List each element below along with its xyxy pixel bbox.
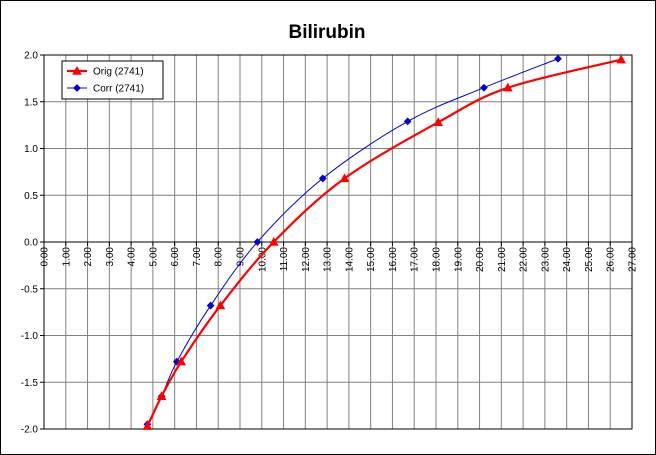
series-layer (142, 54, 626, 430)
x-tick-label: 6.00 (170, 247, 181, 267)
legend-label-0: Orig (2741) (93, 67, 144, 78)
y-tick-label: 0.5 (24, 191, 38, 202)
y-axis-ticks: 2.0 1.5 1.0 0.5 0.0 -0.5 -1.0 -1.5 -2.0 (21, 51, 44, 436)
data-point-1 (253, 238, 262, 246)
data-point-0 (268, 236, 279, 246)
x-tick-label: 2.00 (83, 247, 94, 267)
x-tick-label: 14.00 (344, 247, 355, 272)
x-tick-label: 27.00 (628, 247, 639, 272)
data-point-0 (215, 300, 226, 310)
x-tick-label: 12.00 (301, 247, 312, 272)
data-point-0 (433, 117, 444, 127)
x-tick-label: 7.00 (192, 247, 203, 267)
x-tick-label: 19.00 (453, 247, 464, 272)
x-tick-label: 11.00 (279, 247, 290, 272)
y-tick-label: 2.0 (24, 51, 38, 62)
x-tick-label: 22.00 (519, 247, 530, 272)
x-tick-label: 5.00 (148, 247, 159, 267)
data-point-0 (339, 173, 350, 183)
legend-marker-1 (73, 84, 81, 92)
data-point-1 (554, 54, 562, 63)
x-tick-label: 25.00 (584, 247, 595, 272)
x-tick-label: 20.00 (475, 247, 486, 272)
y-tick-label: 0.0 (24, 238, 38, 249)
legend-box (61, 60, 164, 100)
x-tick-label: 10.00 (257, 247, 268, 272)
y-tick-label: 1.0 (24, 144, 38, 155)
x-tick-label: 17.00 (410, 247, 421, 272)
x-axis: 0.00 1.00 2.00 3.00 4.00 5.00 6.00 7.00 8.00 9.00… (40, 241, 639, 272)
series-line-0 (146, 58, 622, 427)
data-point-1 (480, 83, 488, 92)
x-tick-label: 21.00 (497, 247, 508, 272)
x-tick-label: 8.00 (214, 247, 225, 267)
y-tick-label: -2.0 (21, 425, 39, 436)
x-tick-label: 15.00 (366, 247, 377, 272)
legend: Orig (2741) Corr (2741) (61, 60, 164, 100)
chart-title: Bilirubin (288, 22, 365, 43)
y-tick-label: -0.5 (21, 284, 39, 295)
x-tick-label: 24.00 (562, 247, 573, 272)
y-tick-label: 1.5 (24, 97, 38, 108)
data-point-0 (142, 421, 153, 430)
x-tick-label: 1.00 (61, 247, 72, 267)
y-tick-label: -1.5 (21, 378, 39, 389)
data-point-0 (616, 54, 626, 64)
x-tick-label: 3.00 (105, 247, 116, 267)
series-line-1 (146, 58, 559, 425)
data-point-0 (503, 82, 513, 92)
legend-marker-0 (72, 65, 82, 75)
x-tick-label: 18.00 (432, 247, 443, 272)
x-tick-label: 13.00 (323, 247, 334, 272)
data-point-0 (156, 391, 167, 400)
x-tick-label: 26.00 (606, 247, 617, 272)
x-tick-label: 23.00 (540, 247, 551, 272)
data-point-1 (318, 174, 327, 183)
data-point-1 (206, 301, 215, 310)
x-tick-label: 4.00 (127, 247, 138, 267)
data-point-1 (403, 117, 412, 126)
y-tick-label: -1.0 (21, 331, 39, 342)
legend-label-1: Corr (2741) (93, 84, 144, 95)
data-point-0 (176, 356, 187, 366)
x-tick-label: 16.00 (388, 247, 399, 272)
x-tick-label: 9.00 (236, 247, 247, 267)
x-tick-label: 0.00 (40, 247, 51, 267)
